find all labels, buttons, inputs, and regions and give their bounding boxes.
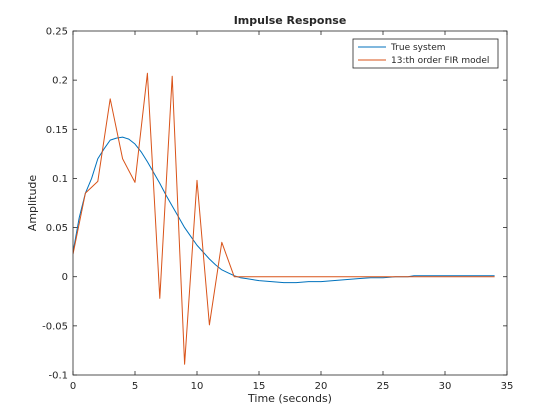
x-tick-label: 15 [253, 381, 266, 392]
x-tick-label: 10 [191, 381, 204, 392]
y-tick-label: 0.2 [52, 76, 68, 87]
series-layer [73, 72, 495, 365]
plot-background [73, 31, 507, 375]
ticks-layer: 0 5 10 15 20 25 30 35 -0.1 -0.05 0 0.05 0.1 0.15 0.2 0.… [42, 27, 513, 393]
y-tick-label: 0 [62, 272, 68, 283]
y-tick-label: 0.05 [46, 223, 68, 234]
y-tick-label: 0.1 [52, 174, 68, 185]
chart-title: Impulse Response [234, 14, 347, 27]
x-tick-label: 20 [315, 381, 328, 392]
x-tick-label: 30 [439, 381, 452, 392]
x-tick-label: 35 [501, 381, 514, 392]
x-tick-label: 5 [132, 381, 138, 392]
y-tick-label: -0.1 [48, 371, 68, 382]
y-tick-label: 0.15 [46, 125, 68, 136]
x-tick-label: 0 [70, 381, 76, 392]
x-tick-label: 25 [377, 381, 390, 392]
legend-label-fir-model: 13:th order FIR model [391, 56, 489, 66]
series-line-fir-model [73, 72, 495, 365]
series-line-true-system [73, 136, 495, 284]
y-axis-label: Amplitude [26, 175, 39, 232]
y-tick-label: 0.25 [46, 27, 68, 38]
legend-label-true-system: True system [390, 43, 446, 53]
y-tick-label: -0.05 [42, 321, 68, 332]
legend-box [352, 38, 499, 69]
legend: True system 13:th order FIR model [352, 38, 499, 69]
x-axis-label: Time (seconds) [247, 392, 332, 405]
plot-axes-box [72, 30, 508, 376]
